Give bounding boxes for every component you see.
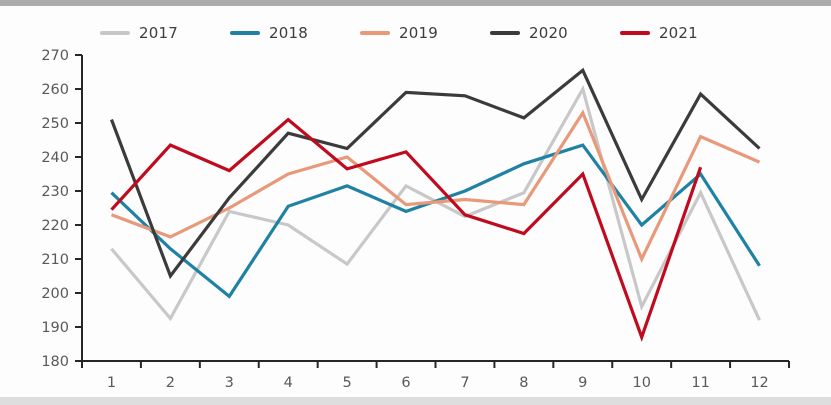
y-tick-label-250: 250 — [41, 116, 69, 132]
x-tick-label-5: 5 — [343, 375, 352, 391]
y-tick-label-220: 220 — [41, 218, 69, 234]
x-tick-label-4: 4 — [284, 375, 293, 391]
legend-swatch-2021 — [619, 31, 650, 35]
y-tick-label-270: 270 — [41, 48, 69, 64]
legend-item-2018: 2018 — [229, 24, 308, 42]
y-tick-label-260: 260 — [41, 82, 69, 98]
legend-label: 2017 — [139, 24, 178, 42]
y-tick-label-240: 240 — [41, 150, 69, 166]
series-line-2020 — [110, 67, 761, 280]
x-tick-label-9: 9 — [578, 375, 587, 391]
legend-label: 2018 — [268, 24, 308, 42]
legend-label: 2021 — [658, 24, 698, 42]
series-line-2017 — [110, 84, 761, 322]
x-tick-label-6: 6 — [401, 375, 410, 391]
y-tick-label-190: 190 — [41, 320, 69, 336]
legend-label: 2020 — [528, 24, 568, 42]
x-tick-label-10: 10 — [632, 375, 650, 391]
y-tick-label-200: 200 — [41, 286, 69, 302]
legend-item-2017: 2017 — [100, 24, 178, 42]
y-tick-label-180: 180 — [41, 354, 69, 370]
series-line-2021 — [110, 117, 703, 342]
y-tick-label-210: 210 — [41, 252, 69, 268]
x-tick-label-2: 2 — [166, 375, 175, 391]
y-tick-label-230: 230 — [41, 184, 69, 200]
legend-swatch-2019 — [359, 31, 390, 35]
x-tick-label-1: 1 — [107, 375, 116, 391]
x-tick-label-7: 7 — [460, 375, 469, 391]
legend: 2017 2018 2019 2020 2021 — [100, 24, 698, 42]
x-tick-label-12: 12 — [750, 375, 768, 391]
legend-swatch-2020 — [489, 31, 520, 35]
x-tick-label-11: 11 — [691, 375, 709, 391]
legend-item-2019: 2019 — [359, 24, 438, 42]
legend-item-2020: 2020 — [489, 24, 568, 42]
legend-swatch-2018 — [229, 31, 260, 35]
bottom-bar — [0, 397, 831, 405]
x-tick-label-8: 8 — [519, 375, 528, 391]
series-line-2019 — [110, 109, 761, 263]
legend-swatch-2017 — [100, 31, 130, 35]
x-tick-label-3: 3 — [225, 375, 234, 391]
legend-item-2021: 2021 — [619, 24, 698, 42]
legend-label: 2019 — [398, 24, 438, 42]
top-bar — [0, 0, 831, 6]
